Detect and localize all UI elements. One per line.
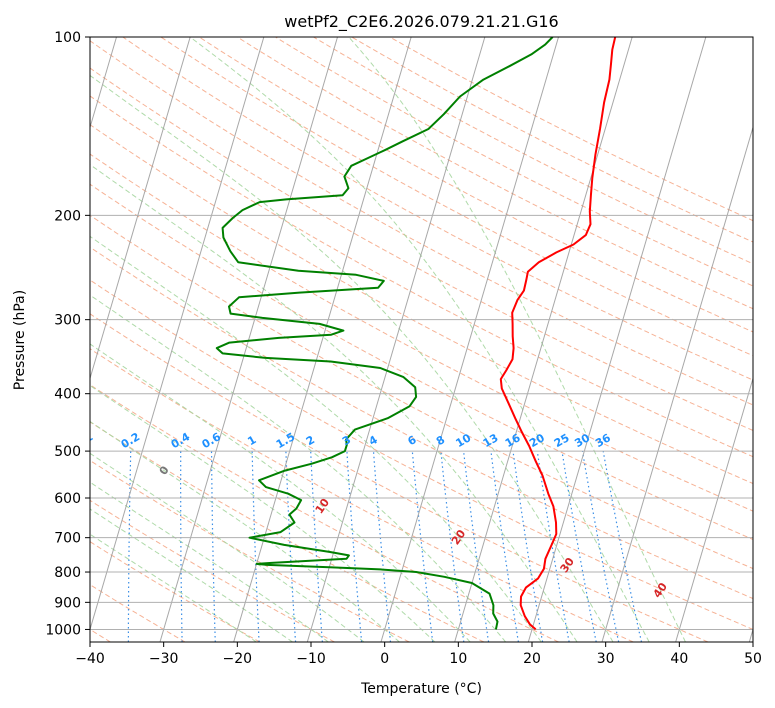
y-tick-label: 1000 (45, 622, 81, 638)
x-tick-label: 0 (380, 651, 389, 667)
plot-frame (89, 36, 754, 643)
mixing-ratio-line (346, 451, 363, 642)
y-tick-label: 500 (54, 444, 81, 460)
mixing-ratio-line (210, 451, 216, 642)
mixing-ratio-line (536, 451, 570, 642)
mixing-ratio-line (490, 451, 519, 642)
moist-adiabat-line (90, 163, 578, 642)
y-tick-label: 900 (54, 595, 81, 611)
dry-adiabat-line (90, 246, 753, 600)
temperature-profile-line (499, 37, 617, 631)
moist-adiabat-line (90, 481, 329, 642)
dry-adiabat-line (90, 279, 753, 630)
y-tick-label: 300 (54, 313, 81, 329)
isotherm-line (90, 37, 191, 381)
x-tick-label: 40 (670, 651, 688, 667)
mixing-ratio-line (285, 451, 297, 642)
isotherm-line (527, 37, 707, 642)
dry-adiabat-line (198, 37, 753, 333)
y-tick-label: 800 (54, 565, 81, 581)
moist-adiabat-line (90, 508, 293, 642)
dewpoint-profile-line (215, 37, 554, 630)
x-tick-label: −40 (75, 651, 105, 667)
mixing-ratio-line (411, 451, 434, 642)
chart-title: wetPf2_C2E6.2026.079.21.21.G16 (284, 12, 558, 32)
mixing-ratio-line (127, 451, 132, 642)
dry-adiabat-line (90, 384, 559, 642)
y-tick-label: 100 (54, 30, 81, 46)
dry-adiabat-line (90, 67, 753, 432)
isotherm-line (675, 376, 753, 642)
x-tick-label: −10 (296, 651, 326, 667)
dry-adiabat-line (90, 124, 753, 485)
y-axis-label: Pressure (hPa) (12, 290, 28, 390)
series-lines (215, 37, 617, 631)
x-tick-label: −20 (223, 651, 253, 667)
isotherm-line (601, 125, 753, 642)
mixing-ratio-label: 0.1 (72, 430, 95, 451)
dry-adiabat-line (236, 37, 753, 310)
moist-adiabat-line (90, 235, 542, 642)
x-tick-label: −30 (149, 651, 179, 667)
moist-adiabat-line (90, 384, 436, 642)
y-tick-label: 200 (54, 208, 81, 224)
mixing-ratio-line (440, 451, 465, 642)
x-tick-label: 20 (523, 651, 541, 667)
x-tick-label: 30 (597, 651, 615, 667)
isotherm-line (306, 37, 486, 642)
mixing-ratio-line (463, 451, 490, 642)
mixing-ratio-line (251, 451, 260, 642)
dry-adiabat-line (90, 459, 410, 642)
skewed-isotherms (90, 37, 753, 642)
x-axis-ticks: −40 −30 −20 −10 0 10 20 30 40 50 (75, 642, 762, 667)
moist-adiabats (90, 37, 686, 642)
isotherm-line (90, 37, 265, 632)
moist-adiabat-line (189, 37, 650, 642)
dry-adiabat-line (90, 499, 335, 642)
isotherm-line (380, 37, 559, 642)
mixing-ratio-line (310, 451, 323, 642)
moist-adiabat-line (348, 37, 686, 642)
moist-adiabat-line (90, 74, 614, 642)
mixing-ratio-line (180, 451, 183, 642)
dry-adiabat-line (90, 183, 753, 541)
y-axis-ticks: 100 200 300 400 500 600 700 800 900 1000 (45, 30, 90, 638)
x-tick-label: 50 (744, 651, 762, 667)
moist-adiabat-line (90, 294, 507, 642)
dry-adiabat-line (90, 584, 186, 642)
mixing-ratio-lines (127, 450, 643, 642)
y-tick-label: 400 (54, 387, 81, 403)
moist-adiabat-line (90, 343, 471, 642)
x-axis-label: Temperature (°C) (360, 681, 482, 697)
moist-adiabat-line (90, 420, 400, 642)
y-tick-label: 700 (54, 531, 81, 547)
isobar-gridlines (90, 37, 753, 630)
isotherm-line (454, 37, 633, 642)
plot-area: -100-90-80-70-60-50-40-30-20-100.10.20.4… (72, 37, 753, 642)
dry-adiabat-line (90, 95, 753, 458)
y-tick-label: 600 (54, 491, 81, 507)
isotherm-line (159, 37, 338, 642)
x-tick-label: 10 (449, 651, 467, 667)
dry-adiabat-line (275, 37, 753, 287)
mixing-ratio-line (512, 451, 544, 642)
dry-adiabat-line (90, 348, 634, 642)
